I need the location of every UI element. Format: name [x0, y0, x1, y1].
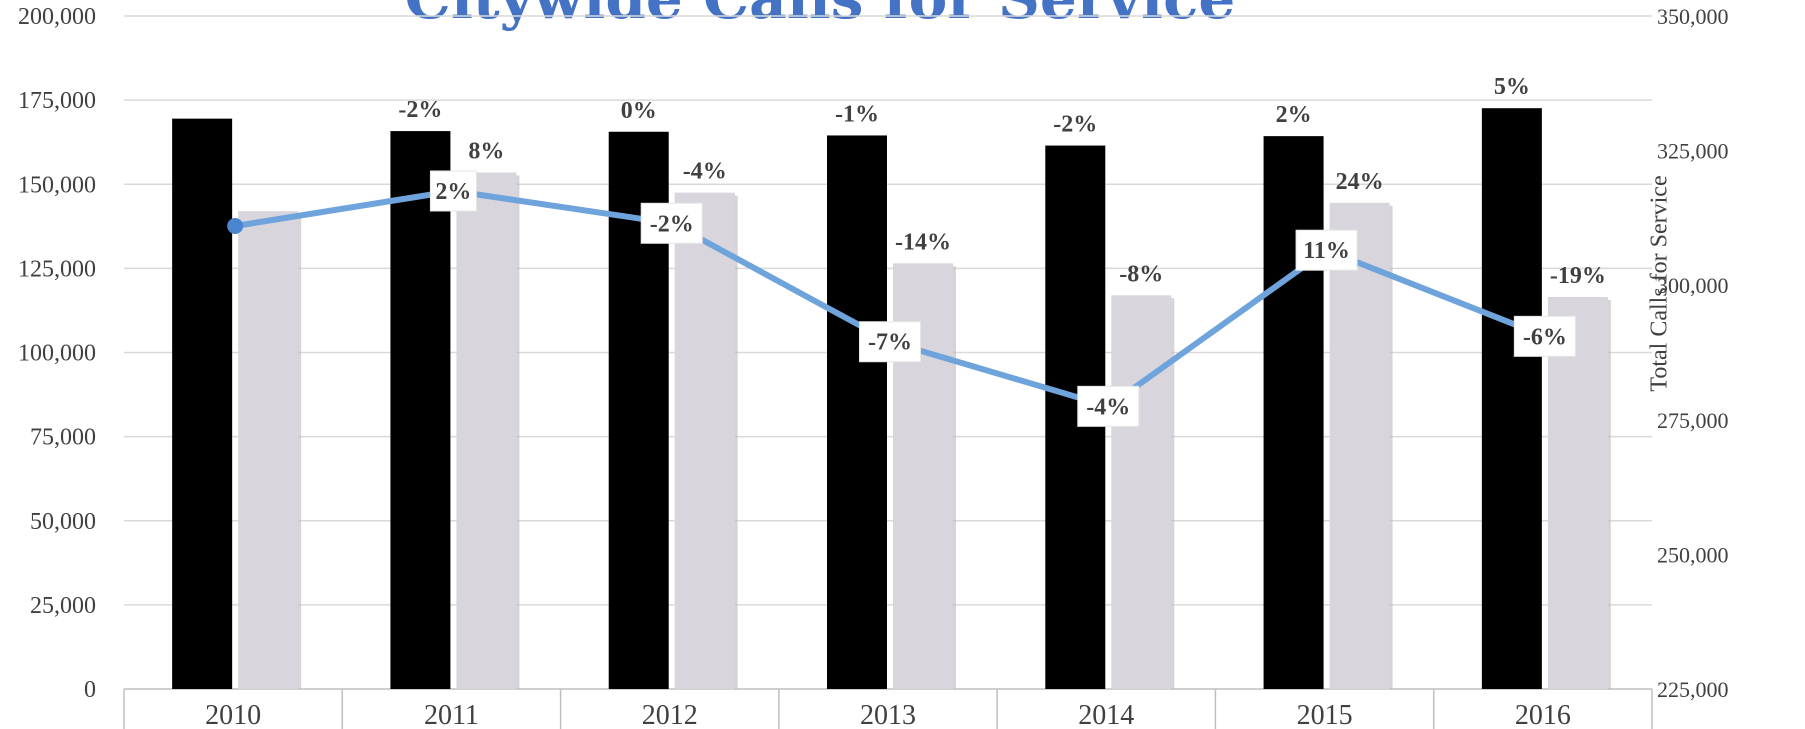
line-data-label: -2% — [650, 211, 694, 237]
x-tick-label: 2011 — [424, 700, 479, 729]
y-tick-label: 175,000 — [18, 88, 96, 114]
bar-data-label: 0% — [621, 98, 657, 124]
bar-data-label: -1% — [835, 101, 879, 127]
bar-data-label: -2% — [1053, 112, 1097, 138]
bar-data-label: -8% — [1119, 261, 1163, 287]
line-data-label: -4% — [1086, 394, 1130, 420]
x-tick-label: 2014 — [1078, 700, 1134, 729]
bar-series1 — [1482, 108, 1542, 689]
y-tick-label: 125,000 — [18, 256, 96, 282]
line-data-label: -6% — [1523, 324, 1567, 350]
x-tick-label: 2010 — [205, 700, 261, 729]
x-tick-label: 2015 — [1297, 700, 1353, 729]
line-data-label: 11% — [1303, 238, 1350, 264]
line-data-label: -7% — [868, 330, 912, 356]
x-tick-label: 2013 — [860, 700, 916, 729]
bar-data-label: 8% — [468, 138, 504, 164]
bar-series1 — [1264, 136, 1324, 689]
bar-series2 — [1111, 295, 1171, 689]
bar-data-label: -19% — [1550, 263, 1606, 289]
bar-data-label: -4% — [683, 159, 727, 185]
bar-series1 — [390, 131, 450, 689]
y-tick-label: 150,000 — [18, 172, 96, 198]
y-tick-label: 200,000 — [18, 4, 96, 30]
x-tick-label: 2016 — [1515, 700, 1571, 729]
bar-data-label: -14% — [895, 229, 951, 255]
bar-data-label: 24% — [1336, 169, 1384, 195]
y-tick-label: 50,000 — [30, 509, 96, 535]
bar-data-label: 2% — [1276, 102, 1312, 128]
y2-tick-label: 300,000 — [1657, 273, 1729, 298]
bar-data-label: 5% — [1494, 74, 1530, 100]
bar-series2 — [456, 172, 516, 689]
y2-tick-label: 250,000 — [1657, 542, 1729, 567]
y2-tick-label: 225,000 — [1657, 677, 1729, 702]
line-data-label: 2% — [435, 179, 471, 205]
x-tick-label: 2012 — [642, 700, 698, 729]
bar-series2 — [675, 193, 735, 689]
y2-tick-label: 350,000 — [1657, 4, 1729, 29]
y-tick-label: 100,000 — [18, 341, 96, 367]
bar-data-label: -2% — [398, 97, 442, 123]
bar-series1 — [172, 119, 232, 689]
gridlines — [124, 16, 1652, 729]
y2-tick-label: 325,000 — [1657, 139, 1729, 164]
line-point — [227, 218, 243, 234]
y2-tick-label: 275,000 — [1657, 408, 1729, 433]
bar-series2 — [1330, 203, 1390, 689]
y-tick-label: 0 — [84, 677, 96, 703]
bar-series1 — [827, 135, 887, 689]
bars — [172, 108, 1611, 689]
y-tick-label: 75,000 — [30, 425, 96, 451]
y-tick-label: 25,000 — [30, 593, 96, 619]
bar-series2 — [238, 211, 298, 689]
